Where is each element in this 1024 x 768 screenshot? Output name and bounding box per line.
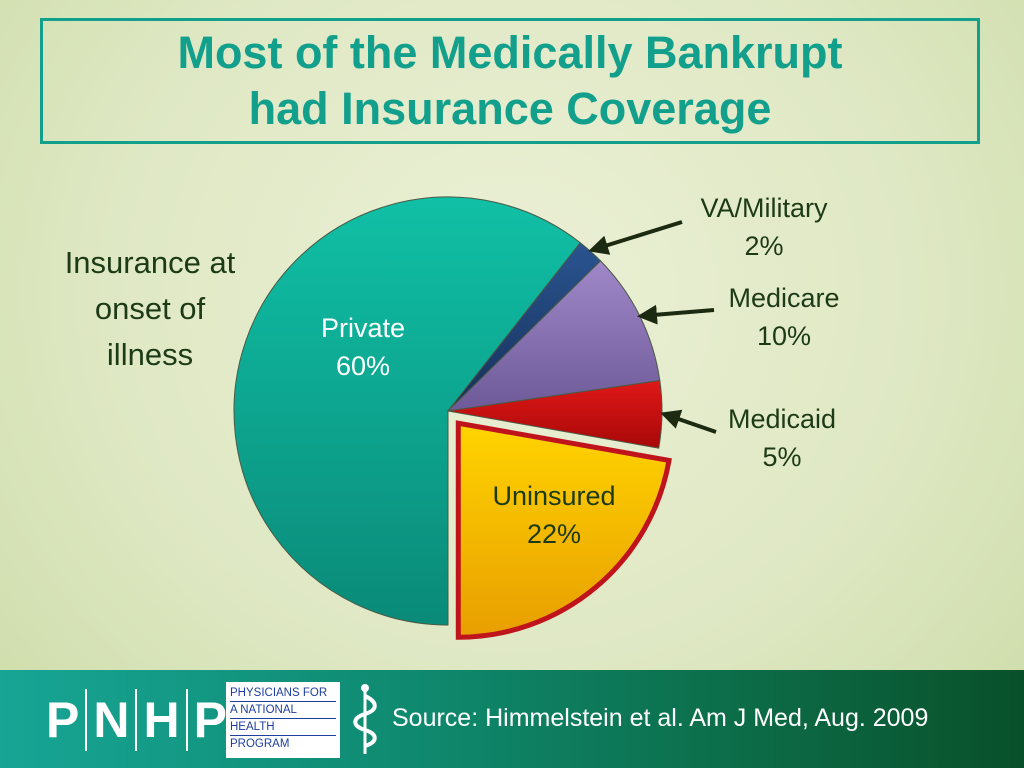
pie-arrows xyxy=(588,220,717,434)
footer-bar xyxy=(0,670,1024,768)
side-label-line-2: onset of xyxy=(94,291,206,326)
side-label-line-1: Insurance at xyxy=(64,245,236,280)
slice-value-medicaid: 5% xyxy=(762,442,801,472)
slice-label-medicare: Medicare xyxy=(728,283,839,313)
side-label: Insurance at onset of illness xyxy=(30,240,270,378)
logo-text-box: PHYSICIANS FOR A NATIONAL HEALTH PROGRAM xyxy=(226,682,340,758)
title-box: Most of the Medically Bankrupt had Insur… xyxy=(40,18,980,144)
pie-labels: Private 60% VA/Military 2% Medicare 10% Medica… xyxy=(321,193,840,549)
slice-value-va-military: 2% xyxy=(744,231,783,261)
arrow-medicaid xyxy=(660,409,717,434)
logo-letter-h: H xyxy=(143,692,180,748)
pnhp-logo: P N H P xyxy=(40,684,233,756)
logo-divider xyxy=(135,689,138,751)
pie-slice-private xyxy=(233,196,581,626)
arrow-medicare xyxy=(637,304,715,325)
logo-box-line-4: PROGRAM xyxy=(230,738,290,750)
logo-box-line-3: HEALTH xyxy=(230,719,336,736)
pie-chart: Private 60% VA/Military 2% Medicare 10% Medica… xyxy=(233,193,840,640)
slice-value-medicare: 10% xyxy=(757,321,811,351)
title-line-2: had Insurance Coverage xyxy=(248,83,772,134)
side-label-line-3: illness xyxy=(106,337,194,372)
slice-label-uninsured: Uninsured xyxy=(492,481,615,511)
logo-divider xyxy=(185,689,188,751)
slice-value-private: 60% xyxy=(336,351,390,381)
slice-label-medicaid: Medicaid xyxy=(728,404,836,434)
logo-box-line-1: PHYSICIANS FOR xyxy=(230,685,336,702)
slice-value-uninsured: 22% xyxy=(527,519,581,549)
source-citation: Source: Himmelstein et al. Am J Med, Aug… xyxy=(392,704,929,732)
title-line-1: Most of the Medically Bankrupt xyxy=(177,27,843,78)
logo-box-line-2: A NATIONAL xyxy=(230,702,336,719)
logo-divider xyxy=(85,689,88,751)
pie-slice-uninsured xyxy=(455,420,672,640)
logo-letter-p2: P xyxy=(193,692,227,748)
pie-slices xyxy=(233,196,672,640)
logo-letter-n: N xyxy=(93,692,130,748)
slice-label-va-military: VA/Military xyxy=(700,193,828,223)
caduceus-icon xyxy=(353,684,377,754)
logo-letter-p1: P xyxy=(46,692,80,748)
slice-label-private: Private xyxy=(321,313,405,343)
arrow-va-military xyxy=(588,220,683,255)
